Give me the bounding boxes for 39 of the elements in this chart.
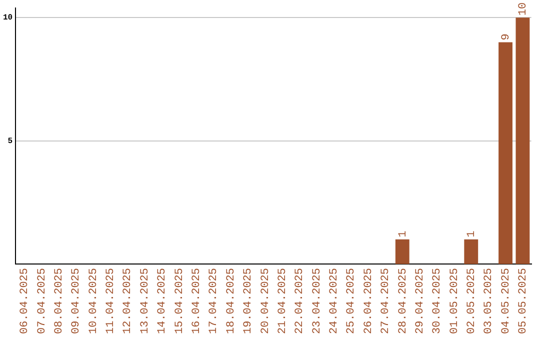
data-label: 10 [518,2,530,16]
x-tick-label: 30.04.2025 [432,268,444,334]
bar [516,18,530,264]
x-tick-label: 28.04.2025 [397,268,410,334]
bar [395,239,410,264]
y-tick-label: 5 [8,136,13,146]
x-tick-label: 25.04.2025 [346,268,358,334]
x-tick-label: 23.04.2025 [311,268,324,334]
x-tick-label: 20.04.2025 [260,268,272,334]
x-tick-label: 06.04.2025 [19,268,32,334]
x-tick-label: 08.04.2025 [53,268,66,334]
x-tick-label: 29.04.2025 [414,268,426,334]
data-label: 1 [466,230,478,238]
bar [464,239,478,264]
x-tick-label: 07.04.2025 [36,268,48,334]
x-tick-label: 27.04.2025 [380,268,392,334]
x-tick-label: 12.04.2025 [122,268,134,334]
x-tick-label: 04.05.2025 [500,268,512,334]
x-tick-label: 19.04.2025 [242,268,255,334]
data-label: 9 [500,34,512,40]
x-tick-label: 02.05.2025 [466,268,478,334]
x-tick-label: 24.04.2025 [328,268,341,334]
x-tick-label: 09.04.2025 [70,268,83,334]
x-tick-label: 05.05.2025 [518,268,530,334]
x-tick-label: 10.04.2025 [88,268,100,334]
x-tick-label: 01.05.2025 [448,268,461,334]
x-tick-label: 03.05.2025 [483,268,496,334]
x-tick-label: 26.04.2025 [362,268,375,334]
x-tick-label: 18.04.2025 [225,268,238,334]
x-tick-label: 21.04.2025 [276,268,289,334]
x-tick-label: 22.04.2025 [294,268,306,334]
x-tick-label: 16.04.2025 [191,268,203,334]
x-tick-label: 11.04.2025 [105,268,118,334]
x-tick-label: 14.04.2025 [156,268,169,334]
x-tick-label: 15.04.2025 [174,268,186,334]
x-tick-label: 17.04.2025 [208,268,220,334]
bar [498,42,512,264]
x-tick-label: 13.04.2025 [139,268,152,334]
data-label: 1 [397,230,410,238]
